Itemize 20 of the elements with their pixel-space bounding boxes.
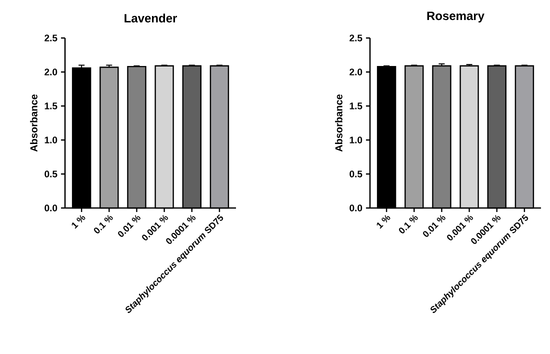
chart-title: Lavender bbox=[124, 14, 177, 22]
y-tick-label: 0.5 bbox=[350, 170, 362, 178]
y-tick-label: 1.0 bbox=[350, 136, 362, 144]
y-tick-label: 0.5 bbox=[44, 170, 58, 178]
y-tick-label: 2.5 bbox=[350, 34, 362, 42]
y-tick-label: 1.5 bbox=[44, 102, 58, 110]
x-tick-label: 0.1 % bbox=[398, 214, 418, 234]
y-tick-label: 2.0 bbox=[44, 68, 58, 76]
y-tick-label: 0.0 bbox=[350, 204, 362, 212]
y-tick-label: 2.0 bbox=[350, 68, 362, 76]
y-axis-title: Absorbance bbox=[335, 94, 342, 152]
chart-title: Rosemary bbox=[427, 12, 484, 22]
y-tick-label: 2.5 bbox=[44, 34, 58, 42]
x-tick-label: 1 % bbox=[376, 214, 390, 229]
y-tick-label: 0.0 bbox=[44, 204, 58, 212]
y-axis-title: Absorbance bbox=[30, 94, 38, 152]
x-tick-label: 0.1 % bbox=[94, 214, 113, 234]
y-tick-label: 1.5 bbox=[350, 102, 362, 110]
y-tick-label: 1.0 bbox=[44, 136, 58, 144]
x-tick-label: 1 % bbox=[72, 214, 86, 229]
